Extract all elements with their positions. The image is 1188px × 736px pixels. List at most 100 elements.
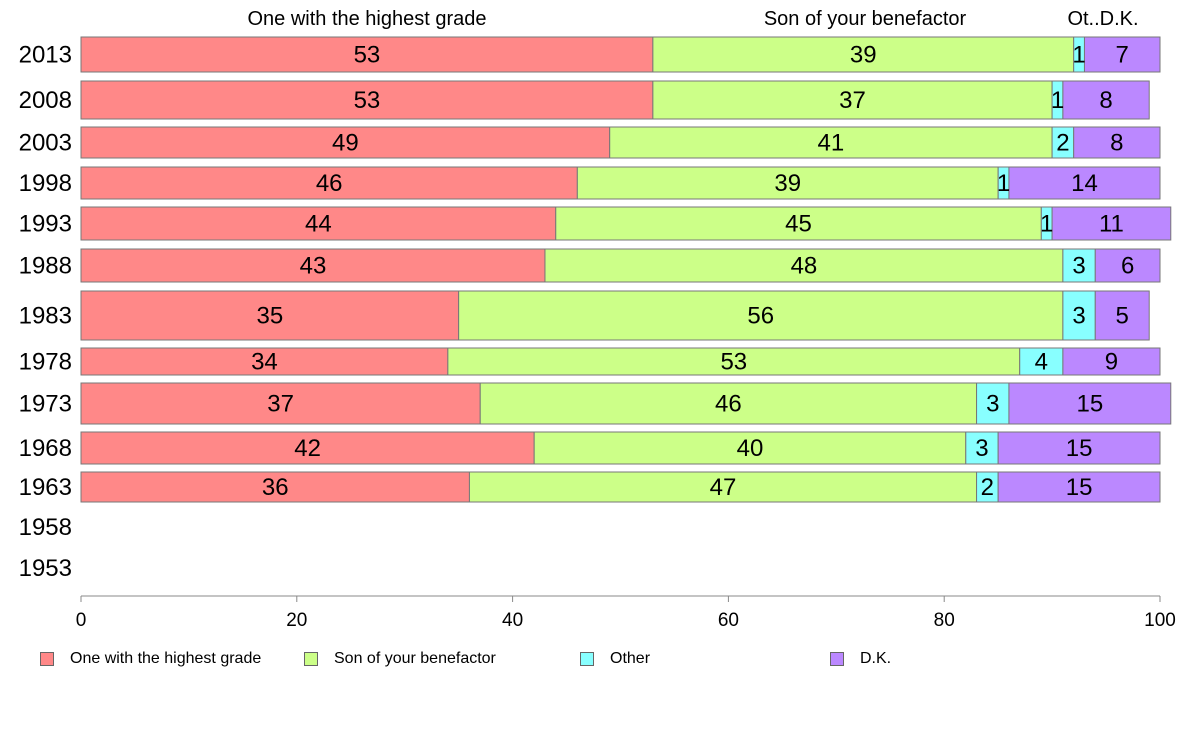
column-headers: One with the highest grade Son of your b… <box>247 8 1138 30</box>
category-label-2003: 2003 <box>19 130 72 157</box>
data-label-1973-series-0: 37 <box>267 391 294 418</box>
legend-item: D.K. <box>830 650 891 668</box>
data-label-2003-series-2: 2 <box>1056 130 1069 157</box>
bar-1983-series-1 <box>458 290 1064 341</box>
bar-1968-series-1 <box>533 431 967 465</box>
data-label-1988-series-2: 3 <box>1072 253 1085 280</box>
data-label-2008-series-0: 53 <box>354 87 381 114</box>
data-label-1968-series-3: 15 <box>1066 435 1093 462</box>
data-label-1998-series-2: 1 <box>997 170 1010 197</box>
x-tick-label: 0 <box>76 610 87 631</box>
data-label-1983-series-1: 56 <box>747 303 774 330</box>
category-label-1998: 1998 <box>19 170 72 197</box>
legend-item: One with the highest grade <box>40 650 261 668</box>
data-label-1978-series-0: 34 <box>251 349 278 376</box>
data-label-1963-series-0: 36 <box>262 474 289 501</box>
x-tick-label: 80 <box>934 610 955 631</box>
bar-1968-series-2 <box>965 431 999 465</box>
category-labels: 2013 2008 2003 1998 1993 1988 1983 1978 1973 1968… <box>19 42 72 583</box>
data-label-1973-series-3: 15 <box>1077 391 1104 418</box>
data-label-1993-series-1: 45 <box>785 211 812 238</box>
category-label-1973: 1973 <box>19 391 72 418</box>
data-label-1968-series-1: 40 <box>737 435 764 462</box>
data-label-1988-series-0: 43 <box>300 253 327 280</box>
data-label-2013-series-2: 1 <box>1072 42 1085 69</box>
legend-label: One with the highest grade <box>70 650 262 667</box>
category-label-2013: 2013 <box>19 42 72 69</box>
x-tick-label: 40 <box>502 610 523 631</box>
category-label-1993: 1993 <box>19 211 72 238</box>
x-tick-label: 20 <box>286 610 307 631</box>
data-label-1983-series-2: 3 <box>1072 303 1085 330</box>
category-label-1953: 1953 <box>19 555 72 582</box>
data-label-1973-series-1: 46 <box>715 391 742 418</box>
bar-2013-series-3 <box>1083 36 1161 73</box>
legend-swatch <box>830 652 844 666</box>
data-label-1993-series-0: 44 <box>305 211 332 238</box>
category-label-1978: 1978 <box>19 349 72 376</box>
category-label-1968: 1968 <box>19 435 72 462</box>
data-label-1983-series-0: 35 <box>256 303 283 330</box>
bar-2008-series-1 <box>652 80 1053 120</box>
data-label-1988-series-3: 6 <box>1121 253 1134 280</box>
legend-label: Son of your benefactor <box>334 650 496 667</box>
bar-2003-series-0 <box>80 126 611 159</box>
category-label-1988: 1988 <box>19 253 72 280</box>
legend-swatch <box>304 652 318 666</box>
bar-1993-series-0 <box>80 206 557 241</box>
bar-1963-series-3 <box>997 471 1161 503</box>
legend-swatch <box>580 652 594 666</box>
data-label-2013-series-1: 39 <box>850 42 877 69</box>
legend-label: D.K. <box>860 650 892 667</box>
data-label-1983-series-3: 5 <box>1116 303 1129 330</box>
data-label-2003-series-3: 8 <box>1110 130 1123 157</box>
x-tick-label: 100 <box>1144 610 1176 631</box>
category-label-1983: 1983 <box>19 303 72 330</box>
data-label-1963-series-3: 15 <box>1066 474 1093 501</box>
legend-label: Other <box>610 650 651 667</box>
x-axis: 0 20 40 60 80 100 <box>76 595 1176 631</box>
data-label-1978-series-2: 4 <box>1035 349 1048 376</box>
column-header-benefactor: Son of your benefactor <box>764 8 967 30</box>
category-label-1958: 1958 <box>19 514 72 541</box>
data-label-2008-series-1: 37 <box>839 87 866 114</box>
bar-1998-series-0 <box>80 166 578 200</box>
data-label-1998-series-1: 39 <box>774 170 801 197</box>
legend-item: Son of your benefactor <box>304 650 496 668</box>
column-header-highest-grade: One with the highest grade <box>247 8 486 30</box>
data-label-1968-series-2: 3 <box>975 435 988 462</box>
category-label-1963: 1963 <box>19 474 72 501</box>
data-label-2008-series-2: 1 <box>1051 87 1064 114</box>
data-label-2013-series-0: 53 <box>354 42 381 69</box>
data-label-1988-series-1: 48 <box>791 253 818 280</box>
bar-1983-series-3 <box>1094 290 1150 341</box>
data-label-1968-series-0: 42 <box>294 435 321 462</box>
bar-1973-series-3 <box>1008 382 1172 425</box>
bar-1998-series-3 <box>1008 166 1161 200</box>
column-header-other-dk: Ot..D.K. <box>1067 8 1138 30</box>
data-label-1993-series-2: 1 <box>1040 211 1053 238</box>
data-label-2013-series-3: 7 <box>1116 42 1129 69</box>
bar-1988-series-1 <box>544 248 1064 283</box>
data-label-1998-series-3: 14 <box>1071 170 1098 197</box>
data-label-1998-series-0: 46 <box>316 170 343 197</box>
bar-1968-series-3 <box>997 431 1161 465</box>
bar-2013-series-0 <box>80 36 654 73</box>
bar-2003-series-3 <box>1073 126 1161 159</box>
data-label-1973-series-2: 3 <box>986 391 999 418</box>
bar-1978-series-3 <box>1062 347 1161 376</box>
category-label-2008: 2008 <box>19 87 72 114</box>
bar-1993-series-3 <box>1051 206 1172 241</box>
bar-1988-series-0 <box>80 248 546 283</box>
bar-1983-series-2 <box>1062 290 1096 341</box>
x-tick-label: 60 <box>718 610 739 631</box>
legend: One with the highest grade Son of your be… <box>40 650 1160 670</box>
legend-swatch <box>40 652 54 666</box>
bar-1998-series-1 <box>576 166 999 200</box>
bar-1978-series-0 <box>80 347 449 376</box>
legend-item: Other <box>580 650 650 668</box>
bar-1983-series-0 <box>80 290 460 341</box>
data-label-1993-series-3: 11 <box>1099 211 1124 238</box>
data-label-2003-series-0: 49 <box>332 130 359 157</box>
